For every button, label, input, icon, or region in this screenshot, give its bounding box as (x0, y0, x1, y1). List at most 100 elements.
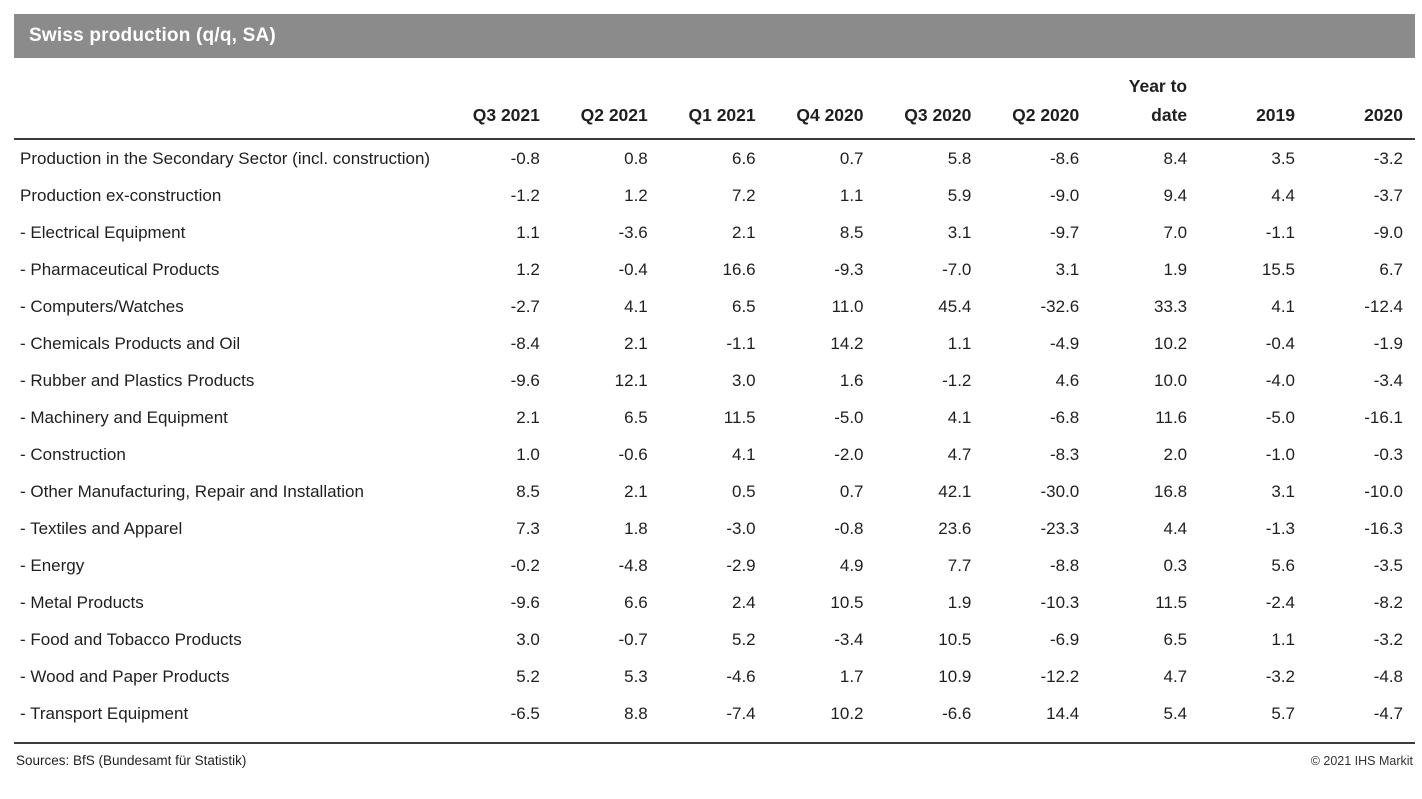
row-label: - Metal Products (20, 593, 144, 612)
cell-value: -1.3 (1265, 519, 1295, 538)
cell-value: 5.8 (947, 149, 972, 168)
cell-value: 3.0 (731, 371, 756, 390)
cell-value: -9.7 (1049, 223, 1080, 242)
table-row: - Energy -0.2 -4.8 -2.9 4.9 7.7 -8.8 0.3 5.6 -3.5 (14, 547, 1415, 584)
cell-value: 0.8 (624, 149, 648, 168)
cell-value: 1.2 (624, 186, 648, 205)
cell-value: 1.7 (839, 667, 864, 686)
cell-value: 8.4 (1163, 149, 1188, 168)
cell-value: 8.5 (516, 482, 540, 501)
cell-value: 2.1 (516, 408, 540, 427)
row-label: - Rubber and Plastics Products (20, 371, 255, 390)
column-header: Q3 2021 (444, 58, 552, 140)
cell-value: -12.4 (1364, 297, 1403, 316)
cell-value: 1.2 (516, 260, 540, 279)
cell-value: 1.1 (516, 223, 540, 242)
cell-value: 5.6 (1271, 556, 1295, 575)
table-row: - Textiles and Apparel 7.3 1.8 -3.0 -0.8 23.6… (14, 510, 1415, 547)
cell-value: -23.3 (1040, 519, 1080, 538)
cell-value: -6.6 (942, 704, 972, 723)
cell-value: 6.5 (624, 408, 648, 427)
table-row: - Metal Products -9.6 6.6 2.4 10.5 1.9 -10.3 11… (14, 584, 1415, 621)
cell-value: 45.4 (938, 297, 972, 316)
row-label: - Machinery and Equipment (20, 408, 228, 427)
column-header: Q2 2020 (983, 58, 1092, 140)
cell-value: 4.7 (1163, 667, 1188, 686)
table-row: - Food and Tobacco Products 3.0 -0.7 5.2 -3.… (14, 621, 1415, 658)
cell-value: -2.9 (726, 556, 756, 575)
cell-value: -6.5 (510, 704, 540, 723)
page-title: Swiss production (q/q, SA) (29, 25, 276, 46)
cell-value: 1.0 (516, 445, 540, 464)
cell-value: -7.4 (726, 704, 756, 723)
cell-value: -0.8 (834, 519, 864, 538)
cell-value: 0.7 (839, 482, 864, 501)
cell-value: 6.6 (624, 593, 648, 612)
cell-value: 5.2 (731, 630, 756, 649)
cell-value: -1.1 (1265, 223, 1295, 242)
cell-value: 33.3 (1154, 297, 1188, 316)
cell-value: 0.5 (731, 482, 756, 501)
cell-value: -2.4 (1265, 593, 1295, 612)
cell-value: 3.1 (947, 223, 972, 242)
cell-value: 3.1 (1271, 482, 1295, 501)
cell-value: 1.1 (839, 186, 864, 205)
cell-value: 10.5 (830, 593, 864, 612)
cell-value: 8.5 (839, 223, 864, 242)
cell-value: -3.5 (1373, 556, 1403, 575)
cell-value: 0.3 (1163, 556, 1188, 575)
cell-value: 10.2 (1154, 334, 1188, 353)
cell-value: 2.1 (731, 223, 756, 242)
cell-value: 7.0 (1163, 223, 1188, 242)
table-head-row: Q3 2021 Q2 2021 Q1 2021 Q4 2020 Q3 2020 Q2 20… (14, 58, 1415, 140)
cell-value: -10.3 (1040, 593, 1080, 612)
cell-value: -2.0 (834, 445, 864, 464)
row-label: - Textiles and Apparel (20, 519, 183, 538)
cell-value: 2.1 (624, 482, 648, 501)
cell-value: 4.1 (731, 445, 756, 464)
cell-value: -8.4 (510, 334, 540, 353)
cell-value: -5.0 (1265, 408, 1295, 427)
cell-value: -16.1 (1364, 408, 1403, 427)
cell-value: 9.4 (1163, 186, 1188, 205)
cell-value: -8.8 (1049, 556, 1080, 575)
cell-value: 6.5 (731, 297, 756, 316)
cell-value: -1.1 (726, 334, 756, 353)
cell-value: -4.9 (1049, 334, 1080, 353)
row-label: - Transport Equipment (20, 704, 189, 723)
cell-value: 11.5 (1155, 593, 1188, 612)
cell-value: 8.8 (624, 704, 648, 723)
cell-value: -0.8 (510, 149, 540, 168)
cell-value: 4.4 (1163, 519, 1188, 538)
cell-value: -6.8 (1049, 408, 1080, 427)
footer-copyright: © 2021 IHS Markit (1310, 754, 1413, 768)
cell-value: 1.1 (1271, 630, 1295, 649)
table-row: - Pharmaceutical Products 1.2 -0.4 16.6 -9.3… (14, 251, 1415, 288)
table-row: - Chemicals Products and Oil -8.4 2.1 -1.1 1… (14, 325, 1415, 362)
cell-value: 15.5 (1261, 260, 1295, 279)
cell-value: 11.0 (831, 297, 864, 316)
row-label: - Chemicals Products and Oil (20, 334, 241, 353)
cell-value: 7.3 (516, 519, 540, 538)
table-row: Production in the Secondary Sector (incl… (14, 139, 1415, 177)
row-label: Production ex-construction (20, 186, 222, 205)
cell-value: 14.4 (1046, 704, 1080, 723)
cell-value: -9.6 (510, 371, 540, 390)
row-label: - Energy (20, 556, 85, 575)
cell-value: -0.4 (1265, 334, 1295, 353)
cell-value: -10.0 (1364, 482, 1403, 501)
cell-value: -9.0 (1373, 223, 1403, 242)
cell-value: -8.2 (1373, 593, 1403, 612)
cell-value: -6.9 (1049, 630, 1080, 649)
table-row: - Rubber and Plastics Products -9.6 12.1 3.… (14, 362, 1415, 399)
cell-value: 42.1 (938, 482, 972, 501)
cell-value: 3.0 (516, 630, 540, 649)
cell-value: 4.9 (839, 556, 864, 575)
cell-value: 1.9 (947, 593, 972, 612)
cell-value: -4.7 (1373, 704, 1403, 723)
cell-value: -0.3 (1373, 445, 1403, 464)
cell-value: 7.2 (731, 186, 756, 205)
cell-value: -12.2 (1040, 667, 1080, 686)
cell-value: -30.0 (1040, 482, 1080, 501)
table-row: - Computers/Watches -2.7 4.1 6.5 11.0 45.4 -32… (14, 288, 1415, 325)
